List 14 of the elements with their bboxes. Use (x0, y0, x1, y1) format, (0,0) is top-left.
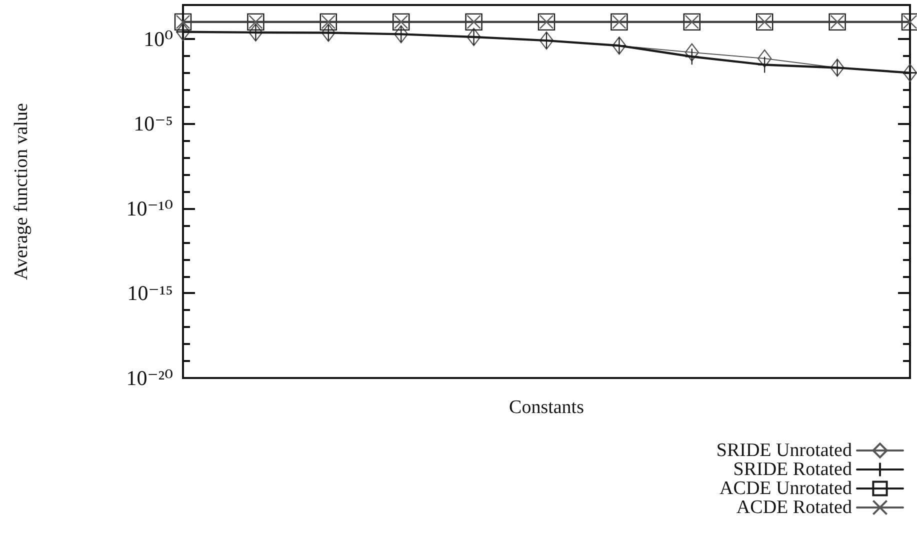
point (758, 49, 772, 68)
legend-label: SRIDE Unrotated (716, 440, 852, 461)
legend-label: ACDE Rotated (736, 497, 852, 518)
x-axis-title: Constants (509, 397, 584, 418)
y-tick-label: 10⁻⁵ (134, 112, 173, 136)
y-tick-label: 10⁻¹⁵ (127, 281, 173, 306)
legend-label: ACDE Unrotated (720, 478, 852, 499)
point (684, 48, 699, 66)
y-axis-title: Average function value (11, 103, 32, 280)
legend-label: SRIDE Rotated (733, 459, 852, 480)
y-tick-label: 10⁻²⁰ (126, 366, 173, 390)
y-tick-label: 10⁰ (144, 26, 173, 51)
y-tick-label: 10⁻¹⁰ (126, 196, 173, 220)
point (684, 43, 699, 62)
